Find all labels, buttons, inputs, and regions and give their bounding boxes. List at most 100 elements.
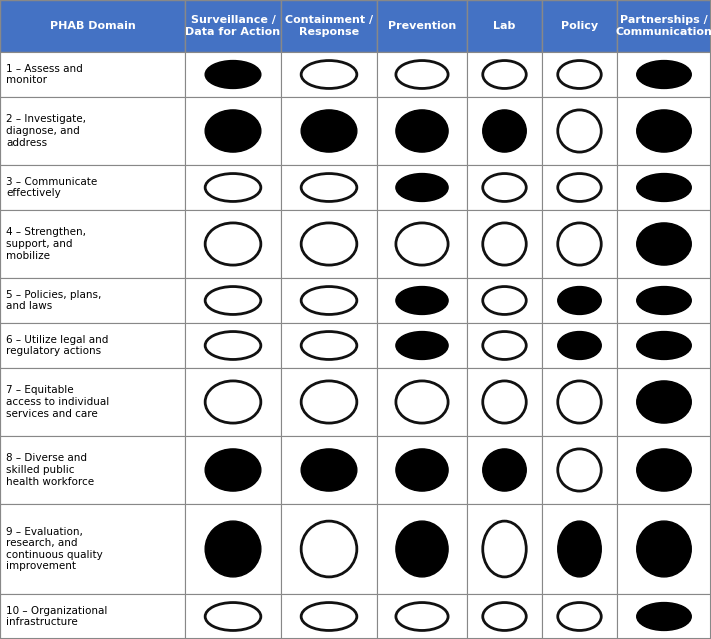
Ellipse shape [557, 332, 602, 360]
Ellipse shape [301, 223, 357, 265]
Bar [467, 278, 542, 323]
Ellipse shape [637, 381, 691, 423]
Bar [467, 368, 542, 436]
Ellipse shape [205, 381, 261, 423]
Bar [467, 323, 542, 368]
Ellipse shape [483, 332, 526, 360]
Ellipse shape [637, 521, 691, 577]
Bar [185, 165, 281, 210]
Bar [0, 165, 185, 210]
Bar [617, 278, 711, 323]
Bar [617, 0, 711, 52]
Bar [281, 594, 377, 639]
Ellipse shape [205, 521, 261, 577]
Bar [542, 52, 617, 97]
Bar [467, 52, 542, 97]
Ellipse shape [301, 286, 357, 314]
Ellipse shape [637, 223, 691, 265]
Bar [542, 436, 617, 504]
Text: Prevention: Prevention [388, 21, 456, 31]
Bar [467, 436, 542, 504]
Ellipse shape [637, 449, 691, 491]
Bar [281, 0, 377, 52]
Bar [377, 210, 467, 278]
Bar [0, 504, 185, 594]
Ellipse shape [483, 61, 526, 88]
Bar [185, 210, 281, 278]
Bar [0, 436, 185, 504]
Ellipse shape [396, 332, 448, 360]
Ellipse shape [483, 223, 526, 265]
Bar [281, 368, 377, 436]
Bar [0, 0, 185, 52]
Bar [542, 323, 617, 368]
Ellipse shape [396, 174, 448, 201]
Bar [185, 368, 281, 436]
Bar [377, 368, 467, 436]
Bar [542, 278, 617, 323]
Ellipse shape [483, 603, 526, 631]
Bar [377, 278, 467, 323]
Text: 1 – Assess and
monitor: 1 – Assess and monitor [6, 64, 82, 85]
Bar [281, 436, 377, 504]
Bar [617, 210, 711, 278]
Bar [542, 504, 617, 594]
Bar [467, 210, 542, 278]
Ellipse shape [557, 449, 602, 491]
Bar [377, 504, 467, 594]
Bar [281, 278, 377, 323]
Ellipse shape [483, 381, 526, 423]
Bar [185, 278, 281, 323]
Ellipse shape [301, 603, 357, 631]
Bar [377, 323, 467, 368]
Bar [377, 436, 467, 504]
Bar [185, 97, 281, 165]
Text: PHAB Domain: PHAB Domain [50, 21, 135, 31]
Ellipse shape [396, 521, 448, 577]
Text: 6 – Utilize legal and
regulatory actions: 6 – Utilize legal and regulatory actions [6, 335, 108, 357]
Bar [542, 97, 617, 165]
Text: Surveillance /
Data for Action: Surveillance / Data for Action [186, 15, 281, 37]
Ellipse shape [557, 381, 602, 423]
Bar [281, 165, 377, 210]
Bar [617, 504, 711, 594]
Bar [542, 594, 617, 639]
Ellipse shape [205, 223, 261, 265]
Bar [467, 165, 542, 210]
Ellipse shape [301, 332, 357, 360]
Ellipse shape [483, 521, 526, 577]
Ellipse shape [396, 110, 448, 152]
Ellipse shape [205, 332, 261, 360]
Ellipse shape [483, 286, 526, 314]
Ellipse shape [205, 110, 261, 152]
Bar [617, 436, 711, 504]
Text: Lab: Lab [493, 21, 515, 31]
Text: 9 – Evaluation,
research, and
continuous quality
improvement: 9 – Evaluation, research, and continuous… [6, 527, 103, 571]
Ellipse shape [483, 174, 526, 201]
Bar [185, 504, 281, 594]
Ellipse shape [637, 174, 691, 201]
Text: 2 – Investigate,
diagnose, and
address: 2 – Investigate, diagnose, and address [6, 114, 86, 148]
Ellipse shape [301, 61, 357, 88]
Bar [0, 594, 185, 639]
Ellipse shape [396, 286, 448, 314]
Bar [542, 165, 617, 210]
Bar [467, 0, 542, 52]
Ellipse shape [205, 286, 261, 314]
Bar [377, 165, 467, 210]
Ellipse shape [557, 174, 602, 201]
Text: 10 – Organizational
infrastructure: 10 – Organizational infrastructure [6, 606, 107, 627]
Bar [185, 0, 281, 52]
Bar [0, 52, 185, 97]
Bar [0, 368, 185, 436]
Bar [0, 278, 185, 323]
Ellipse shape [301, 174, 357, 201]
Ellipse shape [301, 110, 357, 152]
Ellipse shape [557, 521, 602, 577]
Text: Containment /
Response: Containment / Response [285, 15, 373, 37]
Ellipse shape [637, 110, 691, 152]
Bar [617, 165, 711, 210]
Ellipse shape [557, 223, 602, 265]
Ellipse shape [483, 449, 526, 491]
Ellipse shape [637, 61, 691, 88]
